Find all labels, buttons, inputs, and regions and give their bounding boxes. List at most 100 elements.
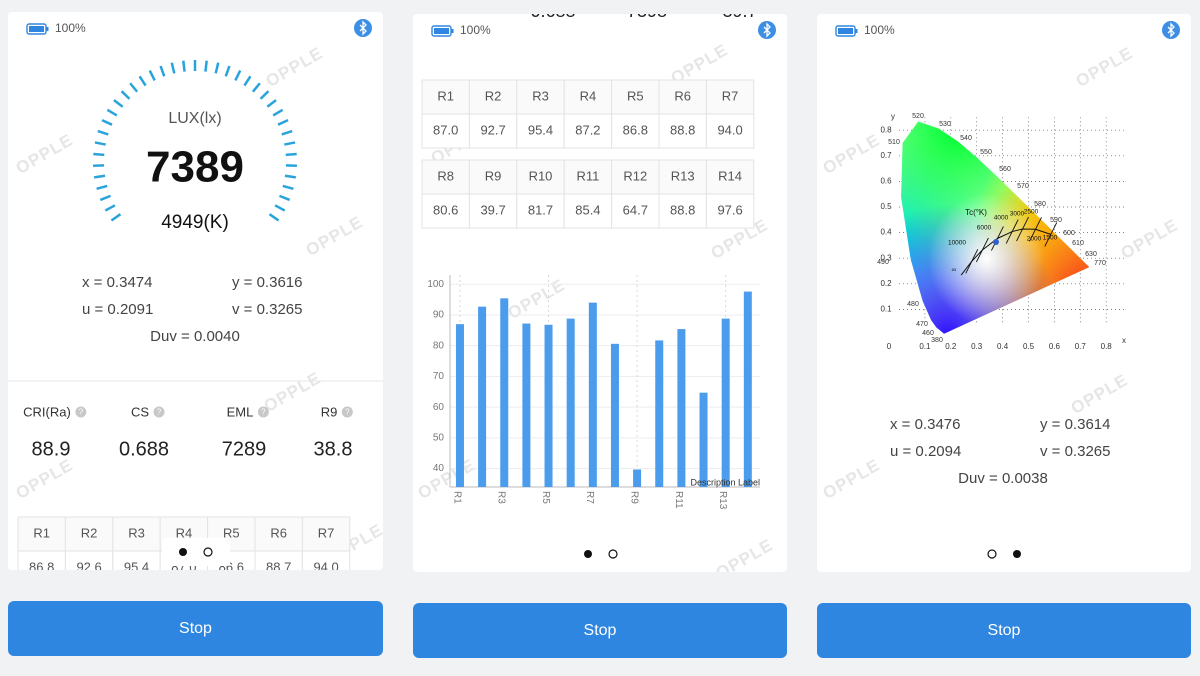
table-value: 64.7 (623, 202, 648, 217)
tick-label: 0.6 (880, 177, 892, 186)
tick-label: 0.7 (1075, 342, 1087, 351)
tick-label: 0 (887, 342, 892, 351)
stop-button-label: Stop (988, 622, 1021, 639)
tick-label: 0.7 (880, 151, 892, 160)
help-icon[interactable] (153, 406, 165, 418)
table-cell (17, 516, 66, 552)
wavelength-label: 460 (922, 330, 934, 337)
bar (522, 323, 531, 487)
bluetooth-glyph (359, 20, 367, 36)
table-cell (421, 159, 470, 195)
gauge-tick (182, 60, 186, 72)
bar (699, 392, 708, 487)
table-value: 86.6 (219, 559, 244, 574)
table-value: 87.2 (575, 122, 600, 137)
reading: y = 0.3614 (1040, 416, 1110, 433)
x-tick-label: R7 (584, 491, 595, 504)
gauge-label: LUX(lx) (168, 110, 221, 127)
page-dot (1013, 550, 1021, 558)
table-cell (301, 516, 351, 552)
table-header: R5 (627, 88, 644, 103)
planckian-locus (960, 228, 1051, 276)
dots-bg (162, 538, 230, 566)
status-bg (413, 18, 787, 44)
table-header: R11 (576, 168, 599, 183)
gauge-tick (204, 60, 208, 72)
table-value: 86.8 (623, 122, 648, 137)
bar (721, 318, 730, 487)
tick-label: 0.2 (880, 279, 892, 288)
stop-button-label: Stop (179, 620, 212, 637)
table-value: 80.6 (433, 202, 458, 217)
help-icon[interactable] (75, 406, 87, 418)
isotherm (1016, 216, 1029, 242)
table-cell (611, 193, 660, 229)
table-header: R6 (270, 525, 287, 540)
table-value: 39.7 (480, 202, 505, 217)
table-cell (254, 516, 303, 552)
table-value: 88.8 (670, 202, 695, 217)
gauge-tick (159, 65, 166, 77)
tick-label: 0.3 (971, 342, 983, 351)
x-tick-label: R13 (717, 491, 728, 510)
stop-button-label: Stop (584, 622, 617, 639)
bar (455, 324, 464, 487)
table-header: R3 (532, 88, 549, 103)
bar (500, 298, 509, 487)
table-header: R1 (437, 88, 454, 103)
x-tick-label: R11 (673, 491, 684, 509)
table-header: R1 (33, 525, 50, 540)
table-value: 92.7 (480, 122, 505, 137)
metric-value: 7289 (222, 438, 267, 460)
stop-button[interactable] (817, 603, 1191, 658)
isotherm (1005, 219, 1019, 244)
cct-label: 2000 (1027, 236, 1042, 243)
wavelength-label: 380 (931, 337, 943, 344)
tick-label: 0.2 (945, 342, 957, 351)
page-dot (987, 549, 997, 559)
gauge-tick (93, 174, 106, 179)
wavelength-label: 770 (1094, 260, 1106, 267)
stop-button[interactable] (413, 603, 787, 658)
x-tick-label: R1 (451, 491, 462, 504)
table-cell (705, 159, 755, 195)
table-cell (64, 516, 114, 552)
battery-level (29, 26, 44, 32)
table-header: R3 (128, 525, 145, 540)
table-cell (468, 113, 518, 149)
bar (610, 343, 619, 487)
battery-tip (451, 29, 454, 33)
measured-point (993, 239, 999, 245)
table-cell (516, 79, 565, 115)
table-value: 81.7 (528, 202, 553, 217)
help-icon-text: ? (345, 408, 350, 417)
battery-icon (26, 23, 47, 35)
gauge-tick (106, 108, 118, 117)
metric-label: CRI(Ra) (23, 404, 71, 419)
tick-label: 0.3 (880, 253, 892, 262)
wavelength-label: 490 (877, 259, 889, 266)
tc-label: Tc(°K) (965, 208, 987, 217)
wavelength-label: 510 (888, 139, 900, 146)
help-icon[interactable] (257, 406, 269, 418)
gauge-tick (272, 108, 284, 117)
bar (655, 340, 664, 487)
page-dot (203, 547, 213, 557)
tick-label: 0.4 (880, 228, 892, 237)
table-header: R8 (437, 168, 454, 183)
tick-label: 0.8 (880, 125, 892, 134)
stop-button[interactable] (8, 601, 383, 656)
gauge-tick (101, 119, 113, 126)
gauge-tick (129, 82, 139, 93)
table-header: R4 (580, 88, 597, 103)
help-icon[interactable] (341, 406, 353, 418)
reading: y = 0.3616 (232, 274, 302, 291)
gauge-tick (259, 90, 270, 100)
x-tick-label: R3 (496, 491, 507, 504)
metric-label: EML (227, 404, 254, 419)
battery-icon (431, 25, 452, 37)
x-tick-label: R9 (628, 491, 639, 504)
cct-label: 6000 (977, 225, 992, 232)
gauge-tick (138, 75, 147, 87)
gauge-tick (279, 194, 291, 202)
